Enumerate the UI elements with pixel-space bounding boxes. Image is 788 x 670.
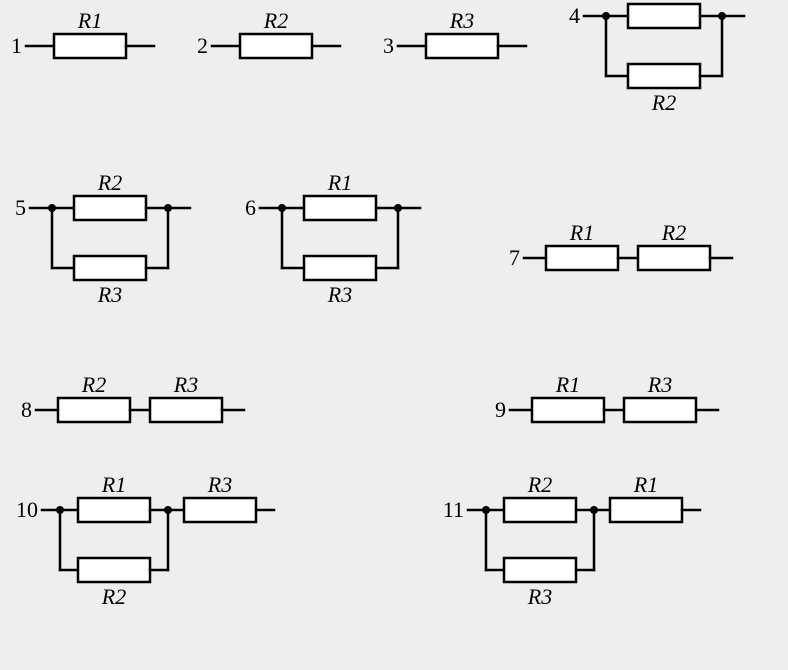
- resistor-label: R2: [101, 584, 126, 609]
- resistor-label: R2: [263, 8, 288, 33]
- circuit-number: 10: [16, 497, 38, 522]
- resistor-label: R1: [77, 8, 102, 33]
- resistor-label: R1: [101, 472, 126, 497]
- resistor-label: R3: [173, 372, 198, 397]
- node-dot: [56, 506, 64, 514]
- circuit-number: 3: [383, 33, 394, 58]
- circuit-number: 1: [11, 33, 22, 58]
- resistor-label: R3: [449, 8, 474, 33]
- circuit-number: 11: [443, 497, 464, 522]
- resistor-label: R3: [97, 282, 122, 307]
- node-dot: [278, 204, 286, 212]
- circuit-number: 4: [569, 3, 580, 28]
- circuit-number: 7: [509, 245, 520, 270]
- circuit-number: 6: [245, 195, 256, 220]
- resistor-label: R3: [527, 584, 552, 609]
- resistor-label: R2: [527, 472, 552, 497]
- resistor-label: R1: [555, 372, 580, 397]
- resistor-label: R1: [569, 220, 594, 245]
- resistor-label: R3: [647, 372, 672, 397]
- resistor-label: R1: [633, 472, 658, 497]
- resistor-label: R2: [661, 220, 686, 245]
- resistor-label: R3: [327, 282, 352, 307]
- resistor-label: R2: [651, 90, 676, 115]
- circuit-number: 5: [15, 195, 26, 220]
- node-dot: [718, 12, 726, 20]
- resistor-label: R1: [327, 170, 352, 195]
- resistor: R1: [628, 0, 700, 28]
- circuit-number: 9: [495, 397, 506, 422]
- node-dot: [602, 12, 610, 20]
- resistor-label: R3: [207, 472, 232, 497]
- resistor-label: R2: [97, 170, 122, 195]
- node-dot: [482, 506, 490, 514]
- node-dot: [48, 204, 56, 212]
- node-dot: [164, 204, 172, 212]
- node-dot: [394, 204, 402, 212]
- resistor-label: R2: [81, 372, 106, 397]
- circuit-number: 8: [21, 397, 32, 422]
- resistor-label: R1: [651, 0, 676, 3]
- circuit-number: 2: [197, 33, 208, 58]
